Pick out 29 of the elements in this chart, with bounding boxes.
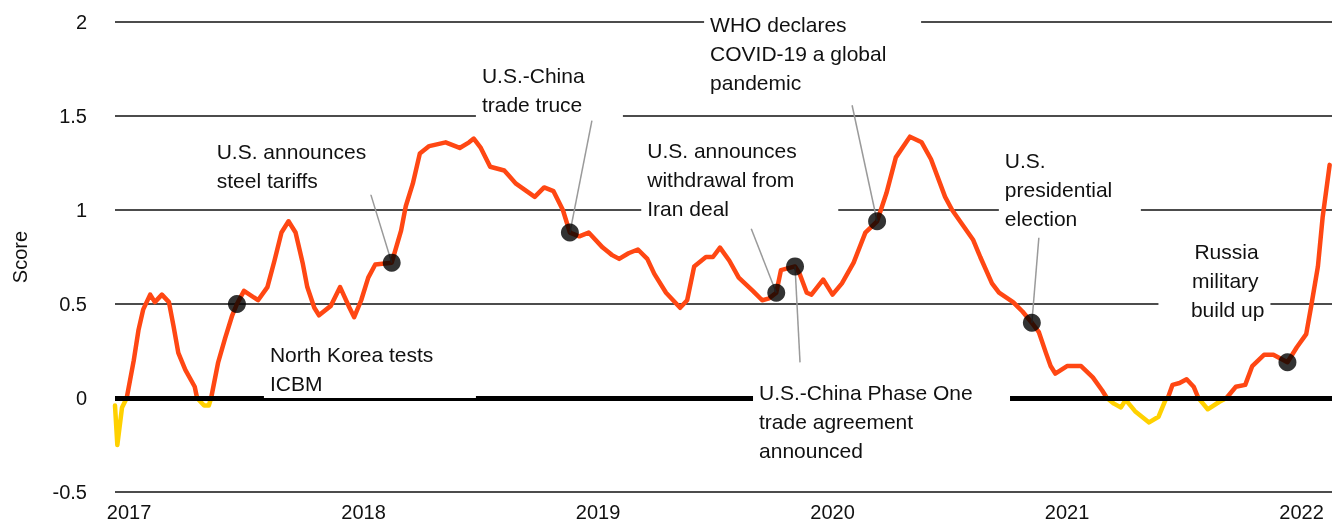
point: [382, 253, 401, 272]
y-tick-label: 2: [75, 11, 87, 33]
annotation: North Korea tests ICBM: [269, 343, 440, 395]
annotation: Russia military build up: [1190, 240, 1265, 322]
y-axis-title: Score: [9, 230, 31, 284]
annotation: U.S. presidential election: [1004, 148, 1119, 230]
point: [868, 212, 887, 231]
x-tick-label: 2018: [341, 501, 386, 523]
point: [560, 223, 579, 242]
point: [786, 257, 805, 276]
y-tick-label: 0.5: [59, 293, 87, 315]
x-tick-label: 2019: [575, 501, 621, 523]
x-tick-label: 2017: [106, 501, 152, 523]
x-tick-label: 2020: [810, 501, 855, 523]
point: [1278, 353, 1297, 372]
point: [767, 283, 786, 302]
point: [227, 295, 246, 313]
x-tick-label: 2022: [1279, 501, 1324, 523]
annotation: U.S. announces withdrawal from Iran deal: [646, 138, 803, 220]
annotation: WHO declares COVID-19 a global pandemic: [710, 13, 893, 95]
annotation: U.S.-China trade truce: [481, 63, 591, 116]
annotation: U.S. announces steel tariffs: [216, 139, 372, 192]
y-tick-label: -0.5: [52, 481, 87, 503]
point: [1022, 313, 1041, 332]
y-tick-label: 0: [75, 387, 87, 409]
x-tick-label: 2021: [1044, 501, 1090, 523]
y-tick-label: 1: [75, 199, 87, 221]
y-tick-label: 1.5: [59, 105, 87, 127]
annotation: U.S.-China Phase One trade agreement announced: [759, 381, 979, 463]
